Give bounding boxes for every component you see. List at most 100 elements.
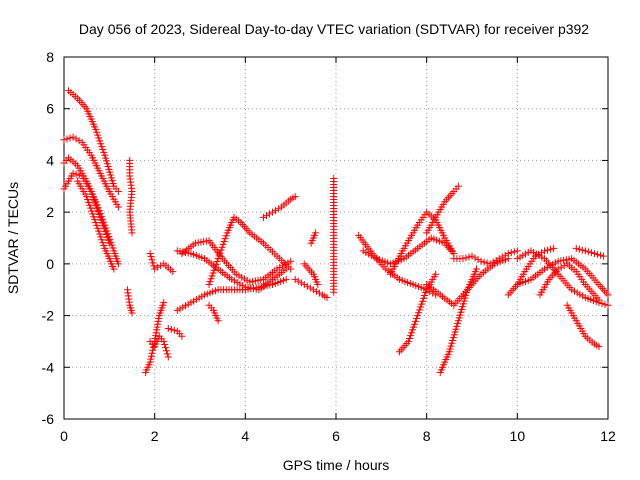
data-point (147, 253, 155, 261)
data-point (315, 289, 323, 297)
x-tick-label: 8 (423, 428, 431, 444)
data-point (212, 260, 220, 268)
series-arc-n (205, 213, 295, 289)
data-point (471, 254, 479, 262)
x-tick-label: 10 (510, 428, 526, 444)
data-point (114, 187, 122, 195)
data-point (222, 232, 230, 240)
series-arc-e (74, 177, 118, 273)
data-point (205, 281, 213, 289)
data-point (297, 279, 305, 287)
data-point (459, 255, 467, 263)
data-point (489, 258, 497, 266)
data-point (92, 218, 100, 226)
data-point (462, 254, 470, 262)
data-point (405, 337, 413, 345)
data-point (83, 193, 91, 201)
data-point (206, 278, 214, 286)
data-point (93, 128, 101, 136)
data-point (480, 258, 488, 266)
data-point (309, 286, 317, 294)
data-point (92, 125, 100, 133)
data-point (492, 256, 500, 264)
data-point (572, 244, 580, 252)
y-tick-label: 6 (46, 101, 54, 117)
data-point (208, 272, 216, 280)
data-point (98, 143, 106, 151)
data-point (84, 196, 92, 204)
data-point (94, 131, 102, 139)
x-tick-label: 2 (151, 428, 159, 444)
data-point (287, 257, 295, 265)
data-point (101, 228, 109, 236)
data-point (72, 135, 80, 143)
data-point (110, 265, 118, 273)
data-point (599, 252, 607, 260)
data-point (483, 259, 491, 267)
data-point (98, 219, 106, 227)
x-axis-label: GPS time / hours (283, 457, 390, 473)
data-point (99, 239, 107, 247)
data-point (95, 134, 103, 142)
data-point (262, 212, 270, 220)
data-point (86, 201, 94, 209)
y-tick-label: 8 (46, 49, 54, 65)
series-arc-ag (513, 255, 612, 299)
data-point (513, 247, 521, 255)
data-point (104, 236, 112, 244)
data-point (419, 297, 427, 305)
data-point (314, 281, 322, 289)
data-point (152, 329, 160, 337)
series-arc-q (205, 301, 222, 325)
data-point (153, 326, 161, 334)
data-point (69, 169, 77, 177)
data-point (541, 247, 549, 255)
data-point (486, 260, 494, 268)
data-point (95, 227, 103, 235)
data-point (409, 326, 417, 334)
data-point (216, 249, 224, 257)
data-point (411, 320, 419, 328)
data-point (66, 134, 74, 142)
data-point (146, 250, 154, 258)
data-point (282, 275, 290, 283)
data-point (149, 346, 157, 354)
data-point (151, 265, 159, 273)
data-point (218, 243, 226, 251)
series-arc-j (146, 250, 177, 276)
series-arc-ad (504, 244, 558, 299)
series-arc-u (330, 175, 338, 296)
data-point (87, 204, 95, 212)
data-point (291, 193, 299, 201)
data-point (412, 317, 420, 325)
data-point (547, 245, 555, 253)
data-point (294, 277, 302, 285)
data-point (128, 229, 136, 237)
series-arc-k (173, 247, 290, 294)
series-arc-aa (423, 255, 512, 309)
y-tick-label: 0 (46, 256, 54, 272)
data-point (162, 344, 170, 352)
data-point (94, 224, 102, 232)
data-point (275, 205, 283, 213)
data-point (95, 210, 103, 218)
data-point (604, 291, 612, 299)
data-point (91, 216, 99, 224)
data-point (454, 182, 462, 190)
series-arc-ai (563, 301, 603, 351)
data-point (178, 332, 186, 340)
data-point (100, 148, 108, 156)
grid-layer (64, 57, 608, 419)
data-point (102, 231, 110, 239)
data-point (163, 350, 171, 358)
data-point (114, 203, 122, 211)
chart-title: Day 056 of 2023, Sidereal Day-to-day VTE… (79, 21, 589, 37)
data-point (420, 294, 428, 302)
data-point (413, 314, 421, 322)
data-point (164, 353, 172, 361)
data-point (160, 299, 168, 307)
data-point (473, 265, 481, 273)
series-arc-s (300, 260, 322, 289)
plot-frame (63, 56, 609, 420)
data-point (150, 262, 158, 270)
